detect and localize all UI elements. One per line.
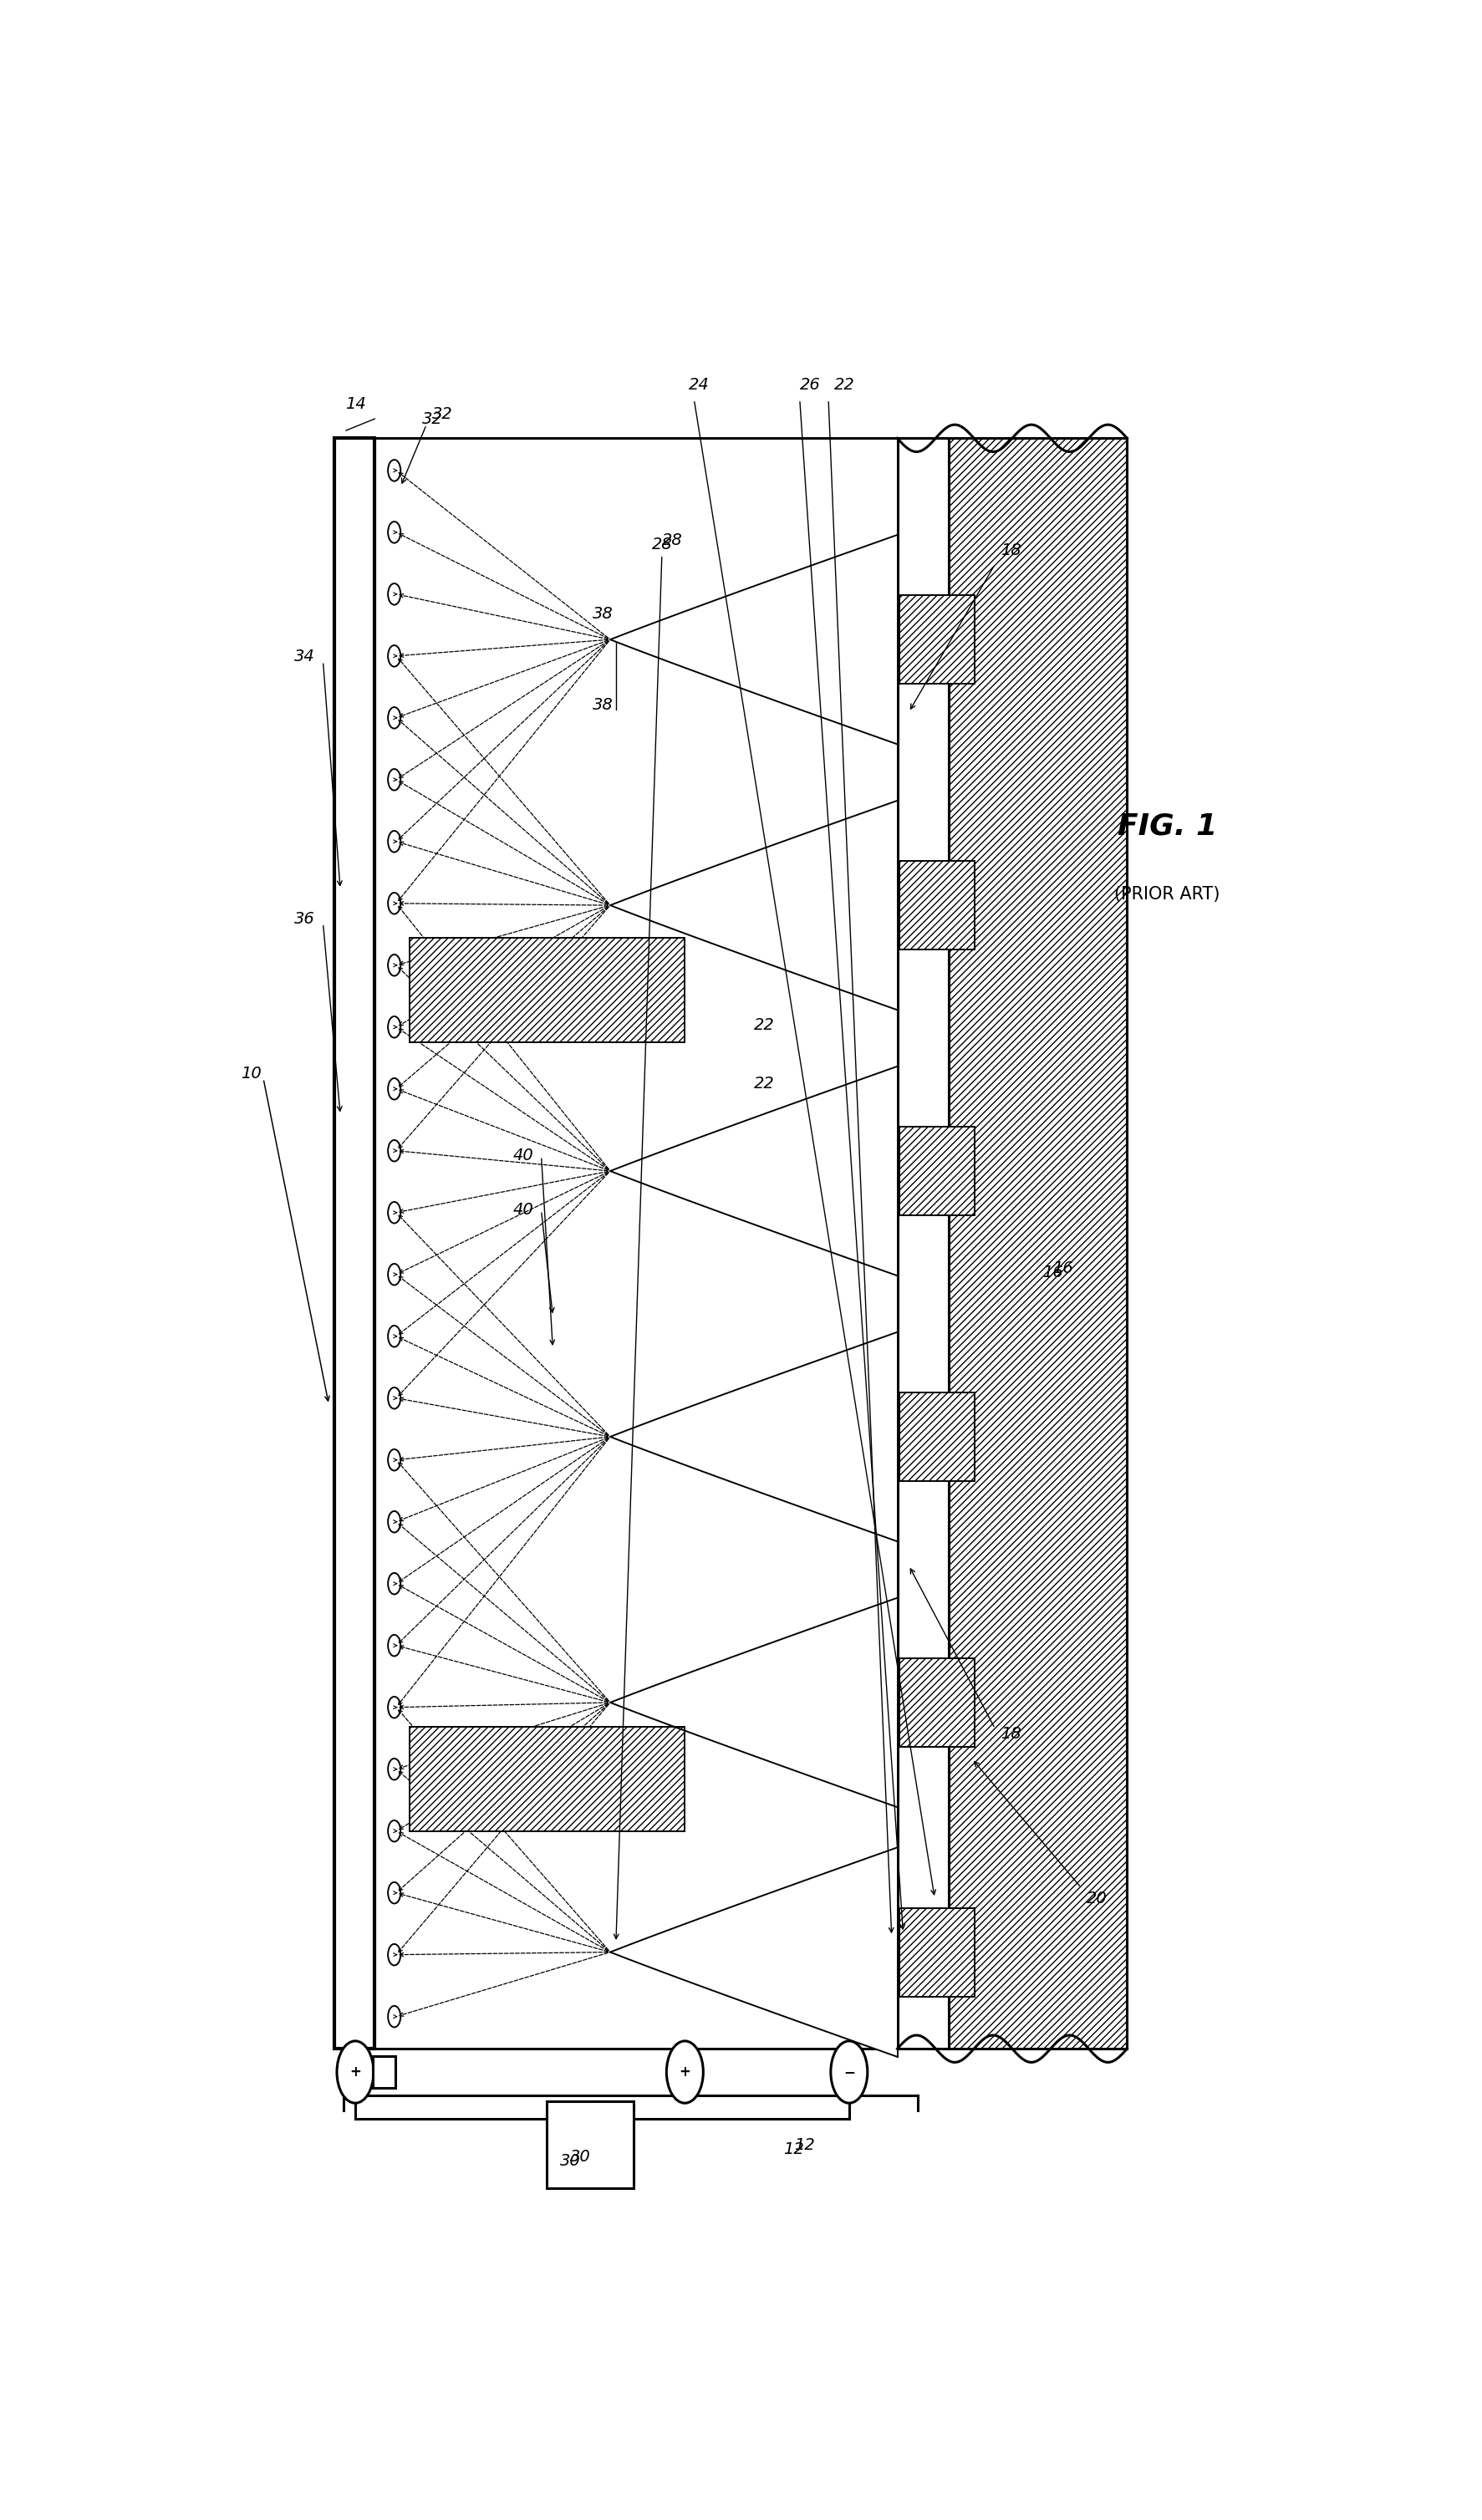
Text: 28: 28 (662, 532, 683, 549)
Text: −: − (843, 2064, 855, 2079)
Text: 22: 22 (754, 1076, 775, 1091)
Text: 40: 40 (513, 1147, 534, 1164)
Bar (547, 2102, 633, 2187)
Polygon shape (611, 1598, 898, 1807)
Text: 20: 20 (1086, 1890, 1107, 1908)
Text: 40: 40 (513, 1202, 534, 1217)
Text: 22: 22 (834, 378, 855, 393)
Text: 36: 36 (295, 910, 316, 927)
Text: 14: 14 (345, 396, 366, 413)
Bar (335, 438, 375, 2049)
Text: 24: 24 (688, 378, 708, 393)
Text: +: + (350, 2064, 362, 2079)
Bar (409, 1726, 685, 1832)
Bar (409, 937, 685, 1043)
Text: 22: 22 (754, 1018, 775, 1033)
Text: +: + (679, 2064, 691, 2079)
Bar (900, 862, 974, 950)
Text: 18: 18 (1000, 542, 1021, 557)
Text: 28: 28 (652, 537, 673, 552)
Bar (900, 1658, 974, 1746)
Text: 38: 38 (593, 607, 614, 622)
Text: 30: 30 (571, 2150, 591, 2165)
Circle shape (831, 2041, 867, 2104)
Polygon shape (611, 801, 898, 1011)
Bar (948, 438, 1128, 2049)
Polygon shape (611, 1333, 898, 1542)
Bar (900, 1394, 974, 1482)
Polygon shape (611, 1847, 898, 2056)
Circle shape (336, 2041, 373, 2104)
Bar (900, 595, 974, 683)
Text: 18: 18 (1000, 1726, 1021, 1741)
Text: 34: 34 (295, 648, 316, 665)
Bar (900, 1126, 974, 1215)
Circle shape (667, 2041, 704, 2104)
Text: 26: 26 (800, 378, 821, 393)
Text: FIG. 1: FIG. 1 (1117, 811, 1217, 842)
Text: 12: 12 (794, 2137, 815, 2152)
Polygon shape (611, 1066, 898, 1275)
Text: 16: 16 (1042, 1265, 1063, 1280)
Text: 16: 16 (1052, 1260, 1073, 1275)
Text: 10: 10 (240, 1066, 261, 1081)
Text: 32: 32 (422, 411, 443, 426)
Text: (PRIOR ART): (PRIOR ART) (1114, 887, 1220, 902)
Bar (372, 2056, 396, 2087)
Text: 38: 38 (593, 698, 614, 713)
Bar (898, 438, 948, 2049)
Text: 32: 32 (433, 406, 453, 423)
Bar (900, 1908, 974, 1996)
Polygon shape (611, 534, 898, 743)
Text: 12: 12 (784, 2142, 805, 2157)
Text: 30: 30 (560, 2155, 581, 2170)
